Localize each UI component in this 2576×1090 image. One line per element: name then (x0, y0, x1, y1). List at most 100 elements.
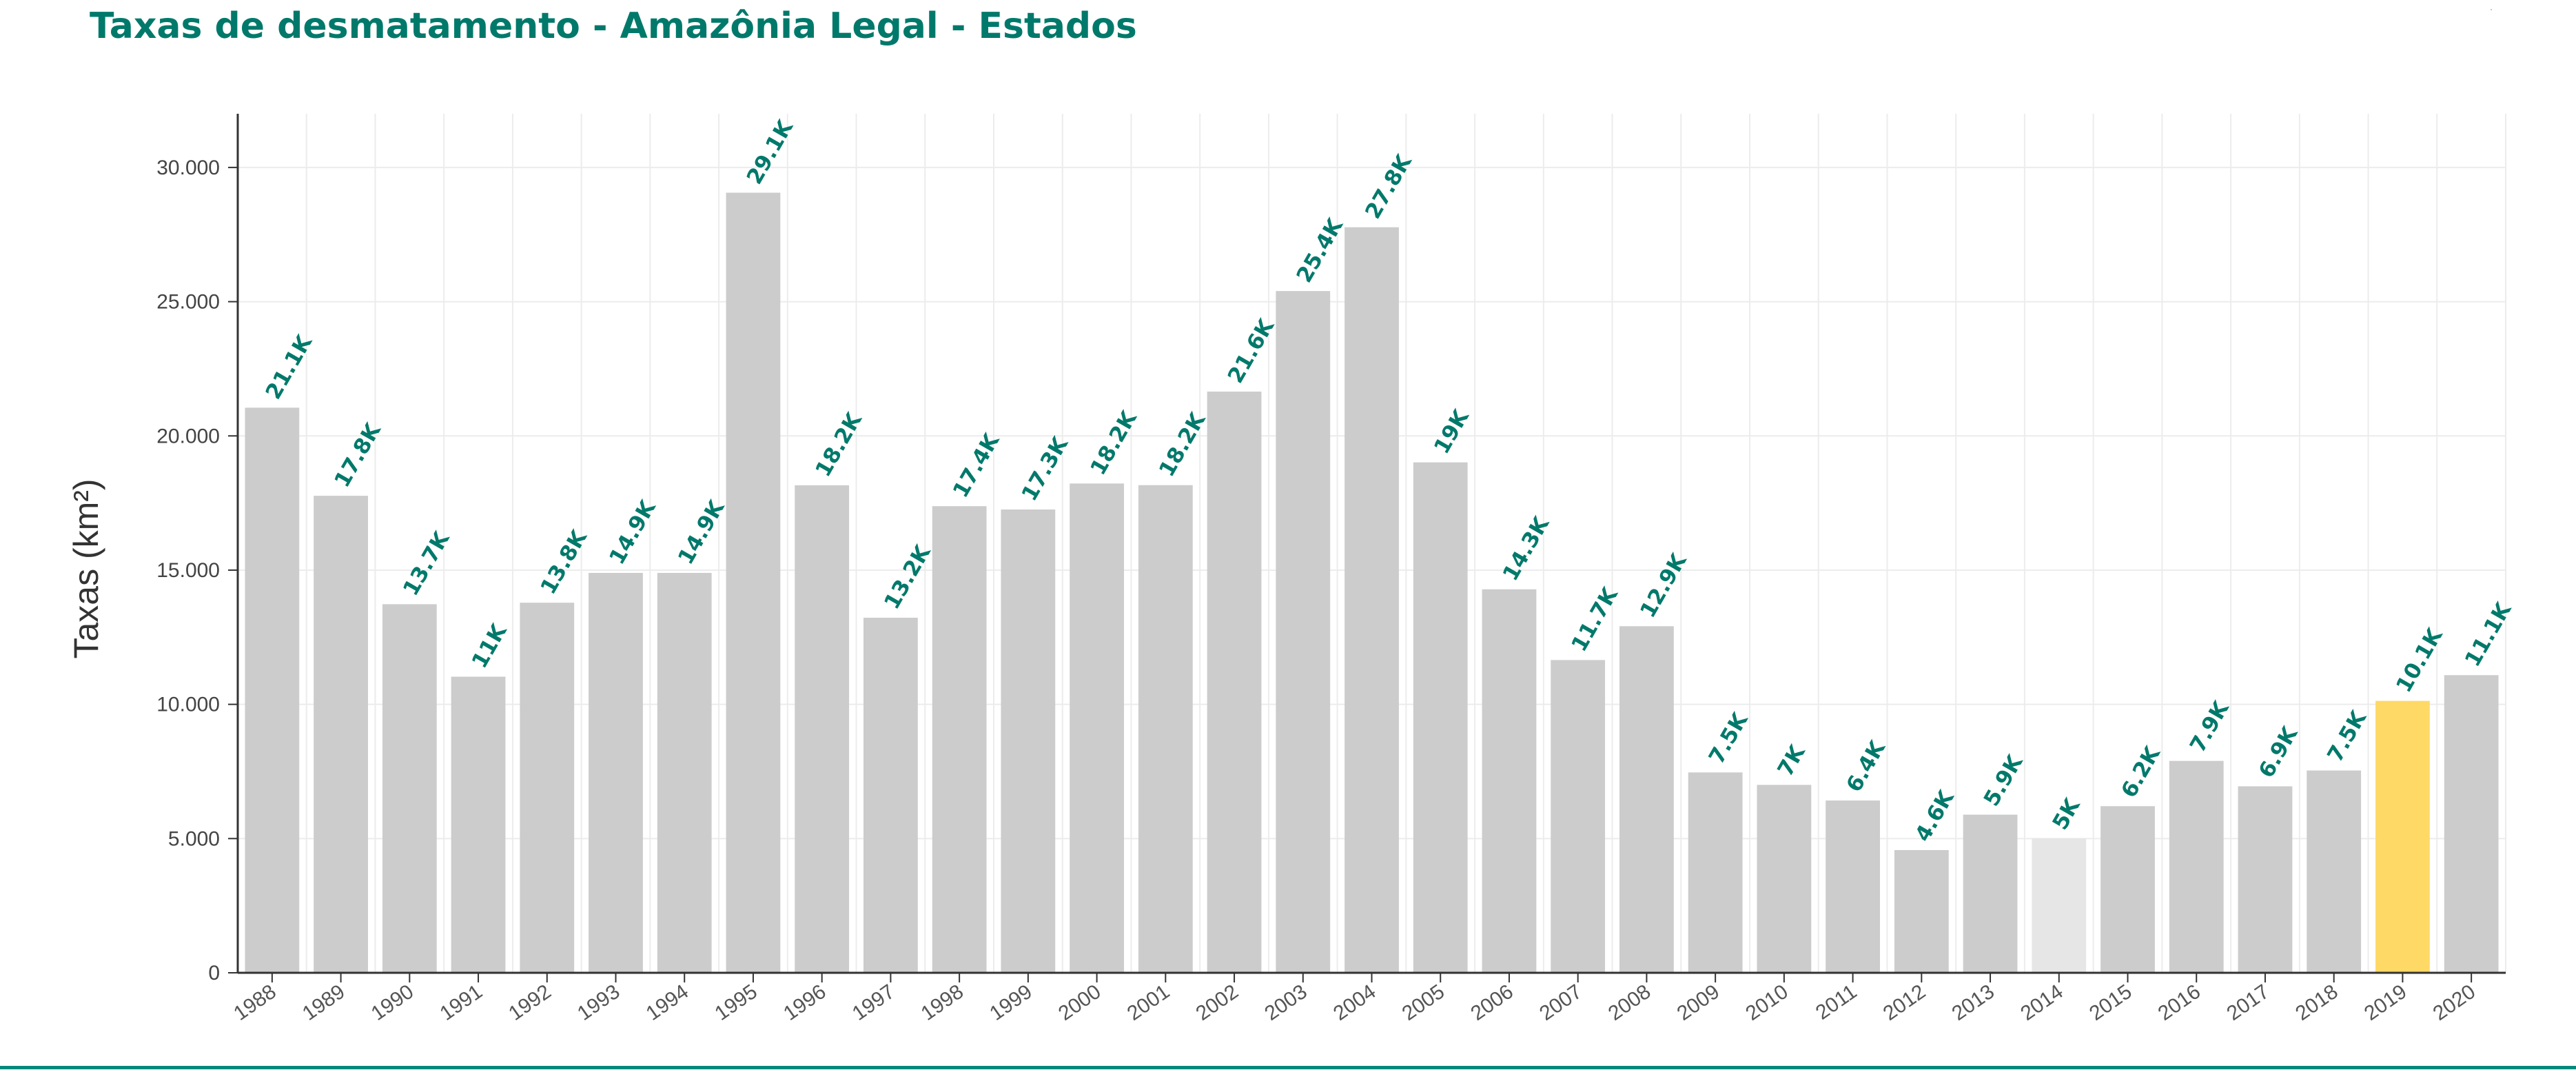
x-tick-label: 1993 (573, 980, 624, 1025)
bar-2012[interactable] (1894, 850, 1949, 973)
y-ticks: 0 5.000 10.000 15.000 20.000 25.000 30.000 (156, 157, 238, 985)
bar-2015[interactable] (2100, 806, 2155, 973)
y-tick-label: 0 (208, 962, 220, 985)
x-tick-label: 2018 (2291, 980, 2342, 1025)
bar-1989[interactable] (314, 496, 368, 973)
data-label-1992: 13.8K (536, 525, 593, 598)
y-tick-label: 10.000 (156, 694, 220, 716)
menu-dot-icon[interactable]: · (2489, 2, 2493, 16)
bar-2005[interactable] (1413, 462, 1468, 973)
bar-2008[interactable] (1619, 626, 1674, 973)
x-tick-label: 2009 (1673, 980, 1724, 1025)
x-tick-label: 1988 (229, 980, 280, 1025)
bar-2017[interactable] (2238, 786, 2293, 973)
x-tick-label: 2016 (2154, 980, 2205, 1025)
data-label-2000: 18.2K (1085, 406, 1142, 479)
chart-title: Taxas de desmatamento - Amazônia Legal -… (90, 6, 1137, 47)
data-label-1997: 13.2K (879, 541, 936, 614)
data-label-2012: 4.6K (1910, 786, 1959, 846)
x-tick-label: 1998 (917, 980, 968, 1025)
x-tick-label: 2010 (1741, 980, 1792, 1025)
data-label-2004: 27.8K (1360, 150, 1417, 223)
bar-2001[interactable] (1138, 485, 1193, 973)
bar-1993[interactable] (589, 572, 643, 973)
bar-1988[interactable] (245, 407, 300, 973)
bottom-divider (0, 1066, 2576, 1069)
bar-2018[interactable] (2307, 770, 2362, 973)
x-tick-label: 1996 (779, 980, 830, 1025)
bar-1999[interactable] (1001, 509, 1056, 973)
x-tick-label: 2015 (2085, 980, 2136, 1025)
y-tick-label: 15.000 (156, 559, 220, 582)
data-label-2001: 18.2K (1154, 408, 1211, 481)
x-tick-label: 2012 (1879, 980, 1930, 1025)
bar-2011[interactable] (1826, 800, 1880, 973)
data-label-1998: 17.4K (948, 429, 1005, 502)
data-label-1989: 17.8K (329, 418, 386, 492)
data-label-2010: 7K (1773, 740, 1810, 780)
data-label-1990: 13.7K (398, 527, 455, 600)
x-tick-label: 1992 (504, 980, 555, 1025)
data-label-1993: 14.9K (604, 496, 661, 569)
bar-2010[interactable] (1757, 785, 1812, 973)
bar-2016[interactable] (2169, 760, 2224, 973)
bar-1996[interactable] (795, 485, 850, 973)
bar-1997[interactable] (863, 617, 918, 973)
data-label-2016: 7.9K (2185, 696, 2234, 756)
bar-2020[interactable] (2444, 675, 2499, 973)
data-label-2015: 6.2K (2116, 742, 2165, 802)
x-tick-label: 2000 (1054, 980, 1105, 1025)
y-tick-label: 5.000 (168, 827, 220, 850)
x-tick-label: 2014 (2016, 980, 2067, 1025)
data-label-2007: 11.7K (1566, 583, 1623, 656)
bar-2009[interactable] (1688, 772, 1743, 973)
bar-2000[interactable] (1070, 483, 1124, 973)
x-tick-label: 2004 (1329, 980, 1380, 1025)
x-tick-label: 1994 (642, 980, 693, 1025)
bar-1998[interactable] (932, 506, 987, 973)
bar-2002[interactable] (1207, 391, 1262, 973)
bar-2003[interactable] (1276, 291, 1331, 973)
x-tick-label: 1990 (367, 980, 418, 1025)
bar-2006[interactable] (1482, 589, 1537, 973)
data-label-1994: 14.9K (673, 496, 730, 569)
data-label-2019: 10.1K (2391, 624, 2448, 697)
data-label-1991: 11K (467, 620, 512, 673)
bar-1994[interactable] (657, 572, 712, 973)
bar-2019[interactable] (2375, 700, 2430, 973)
data-label-2003: 25.4K (1292, 214, 1349, 287)
data-label-2020: 11.1K (2460, 598, 2517, 671)
y-tick-label: 20.000 (156, 425, 220, 447)
x-tick-label: 1997 (848, 980, 899, 1025)
x-tick-label: 1991 (436, 980, 487, 1025)
data-label-2008: 12.9K (1635, 549, 1692, 622)
data-label-1995: 29.1K (742, 116, 799, 189)
bar-1992[interactable] (520, 603, 575, 973)
x-tick-label: 1999 (985, 980, 1036, 1025)
bar-1995[interactable] (726, 192, 781, 973)
bar-2004[interactable] (1345, 227, 1399, 973)
data-label-2009: 7.5K (1704, 708, 1753, 768)
bar-2014[interactable] (2032, 838, 2087, 973)
bar-1990[interactable] (382, 604, 437, 973)
bar-2007[interactable] (1551, 660, 1606, 973)
x-tick-label: 2020 (2429, 980, 2480, 1025)
x-tick-label: 2002 (1192, 980, 1243, 1025)
data-label-2005: 19K (1429, 405, 1474, 458)
x-tick-label: 2013 (1948, 980, 1999, 1025)
data-label-2013: 5.9K (1979, 750, 2028, 810)
y-axis-label: Taxas (km²) (67, 478, 105, 658)
data-label-2011: 6.4K (1841, 736, 1890, 796)
y-tick-label: 30.000 (156, 157, 220, 179)
x-tick-label: 2017 (2222, 980, 2273, 1025)
data-label-1988: 21.1K (261, 330, 318, 403)
y-tick-label: 25.000 (156, 291, 220, 314)
x-tick-label: 2008 (1604, 980, 1655, 1025)
data-label-2018: 7.5K (2322, 706, 2371, 766)
data-label-2014: 5K (2048, 794, 2085, 834)
bar-1991[interactable] (451, 676, 506, 973)
bar-2013[interactable] (1963, 814, 2018, 973)
x-tick-label: 1989 (298, 980, 349, 1025)
